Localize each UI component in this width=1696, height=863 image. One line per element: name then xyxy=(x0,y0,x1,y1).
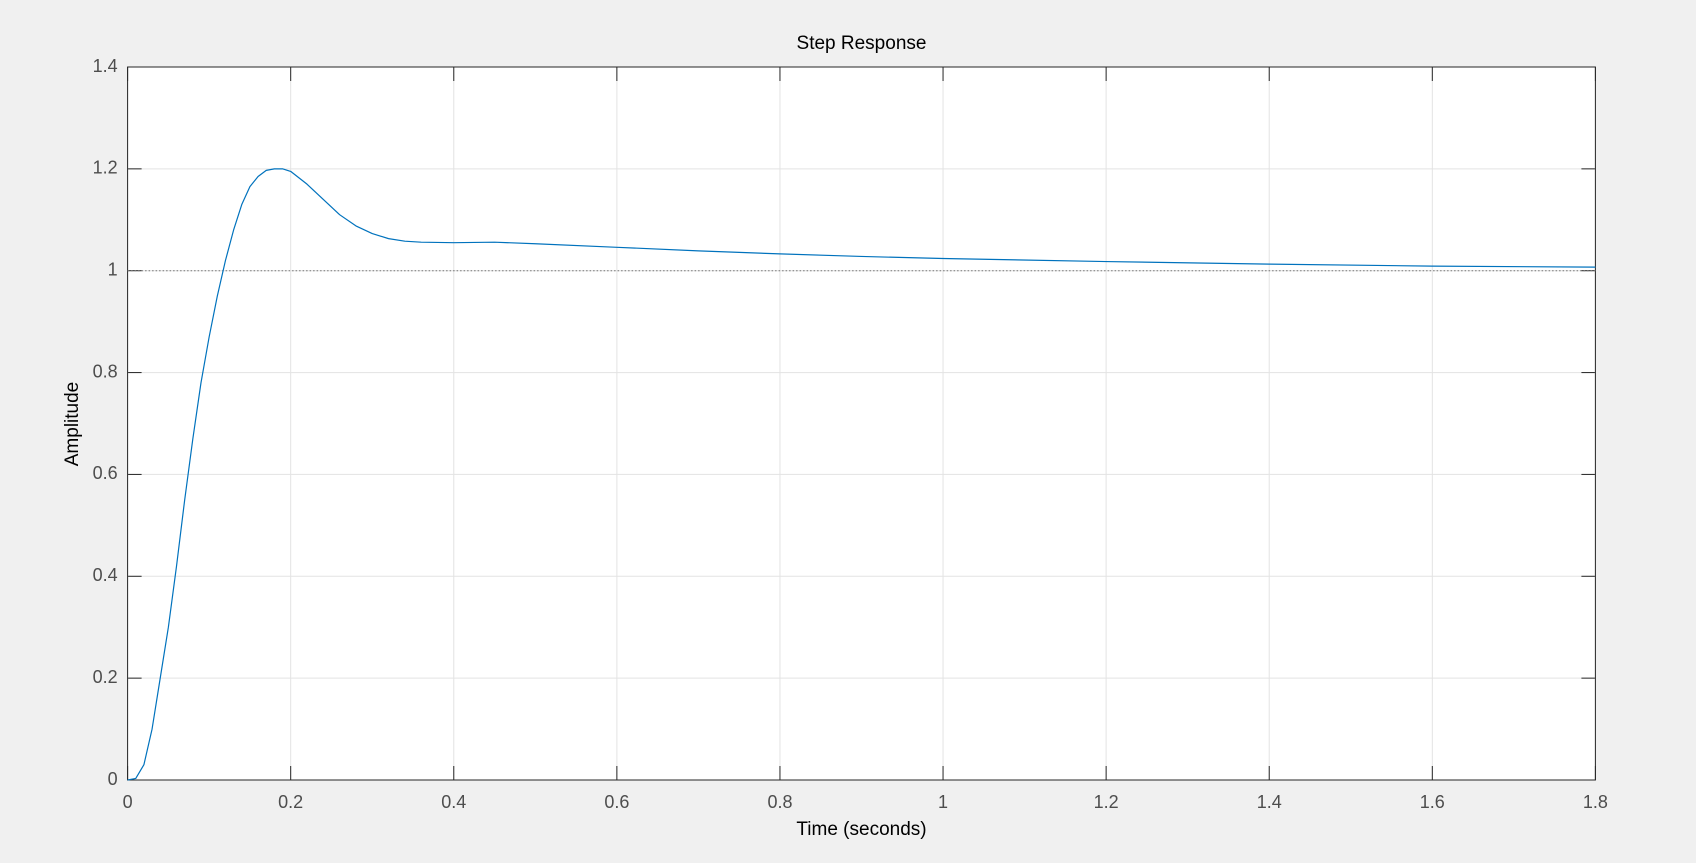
x-tick-label: 1 xyxy=(938,792,948,812)
chart-title: Step Response xyxy=(797,33,927,54)
y-tick-label: 0 xyxy=(108,769,118,789)
axes-box xyxy=(127,66,1596,781)
x-axis-label: Time (seconds) xyxy=(796,819,926,840)
x-tick-label: 0.2 xyxy=(278,792,303,812)
x-tick-label: 0.4 xyxy=(441,792,466,812)
x-tick-label: 1.2 xyxy=(1094,792,1119,812)
x-tick-label: 1.4 xyxy=(1257,792,1282,812)
y-tick-label: 0.6 xyxy=(93,463,118,483)
y-tick-label: 1.2 xyxy=(93,158,118,178)
y-axis-label: Amplitude xyxy=(62,382,83,467)
x-tick-label: 0.6 xyxy=(604,792,629,812)
x-tick-label: 0 xyxy=(123,792,133,812)
y-tick-label: 0.8 xyxy=(93,361,118,381)
series-line xyxy=(127,168,1596,781)
x-tick-label: 1.6 xyxy=(1420,792,1445,812)
y-tick-label: 1.4 xyxy=(93,56,118,76)
y-tick-label: 0.4 xyxy=(93,565,118,585)
y-tick-label: 1 xyxy=(108,259,118,279)
plot-area xyxy=(127,67,1596,780)
x-tick-label: 1.8 xyxy=(1583,792,1608,812)
y-tick-label: 0.2 xyxy=(93,667,118,687)
x-tick-label: 0.8 xyxy=(767,792,792,812)
